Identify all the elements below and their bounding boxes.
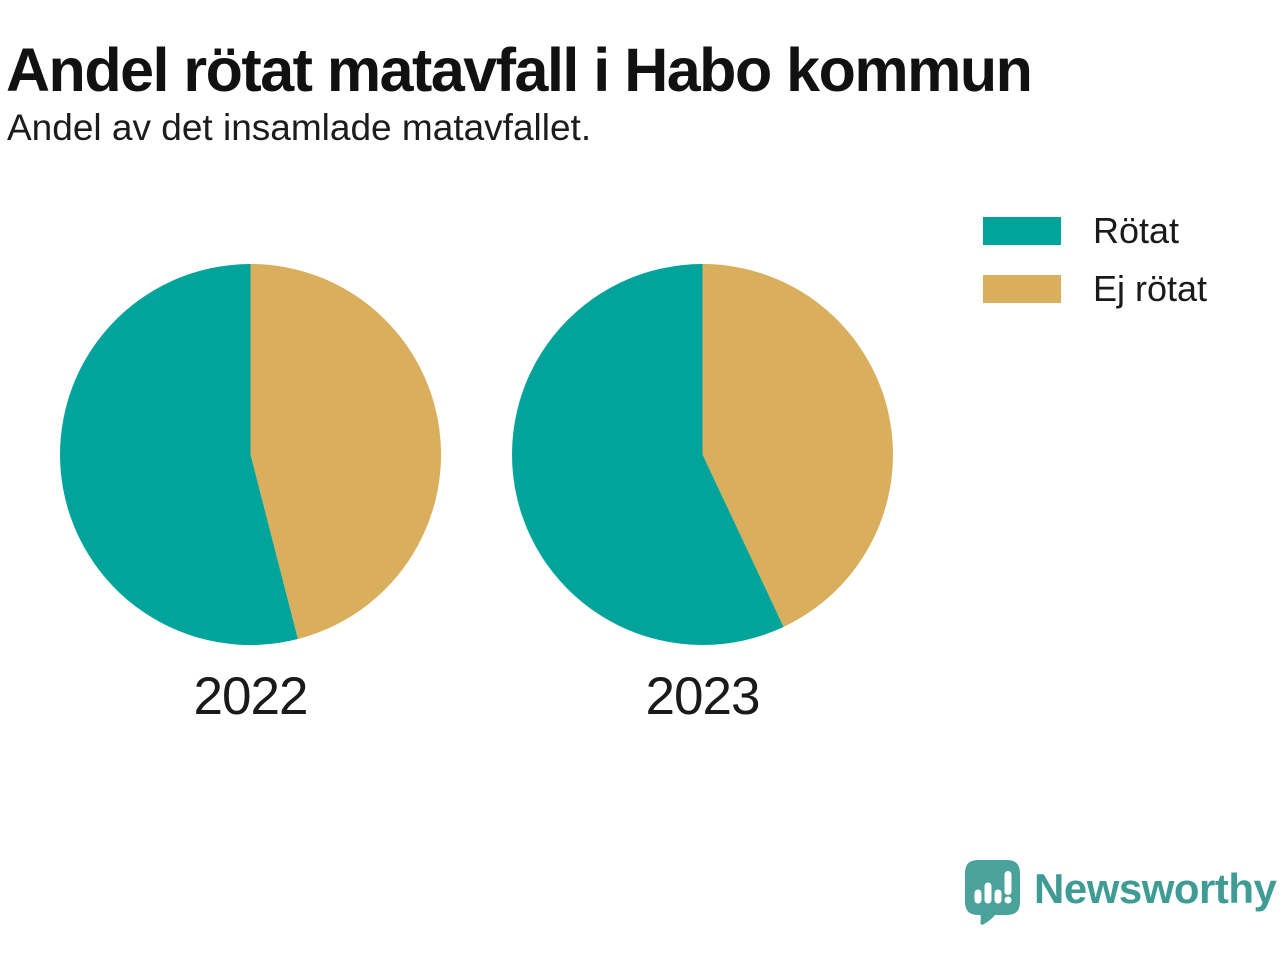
pie-slice-ej-rötat	[702, 264, 893, 627]
legend-label-ej-rotat: Ej rötat	[1093, 268, 1208, 309]
legend-swatch-rotat	[983, 217, 1061, 245]
legend-item-ej-rotat: Ej rötat	[983, 271, 1207, 307]
pie-slice-rötat	[512, 264, 784, 645]
legend-label-rotat: Rötat	[1093, 210, 1180, 251]
bar-chart-speech-bubble-icon	[965, 860, 1020, 925]
pie-chart-2022: 2022	[60, 264, 441, 725]
pie-label-2022: 2022	[193, 667, 309, 726]
chart-subtitle: Andel av det insamlade matavfallet.	[7, 107, 592, 148]
pie-slice-ej-rötat	[250, 264, 441, 640]
legend-item-rotat: Rötat	[983, 213, 1207, 249]
pie-chart-2023: 2023	[512, 264, 893, 725]
newsworthy-logo: Newsworthy	[965, 860, 1277, 926]
pie-label-2023: 2023	[645, 667, 761, 726]
legend-swatch-ej-rotat	[983, 275, 1061, 303]
pie-slice-rötat	[60, 264, 298, 645]
chart-title: Andel rötat matavfall i Habo kommun	[6, 36, 1033, 104]
newsworthy-wordmark: Newsworthy	[1034, 865, 1277, 912]
pie-2022-svg	[60, 264, 441, 645]
legend: Rötat Ej rötat	[983, 213, 1207, 333]
pie-2023-svg	[512, 264, 893, 645]
